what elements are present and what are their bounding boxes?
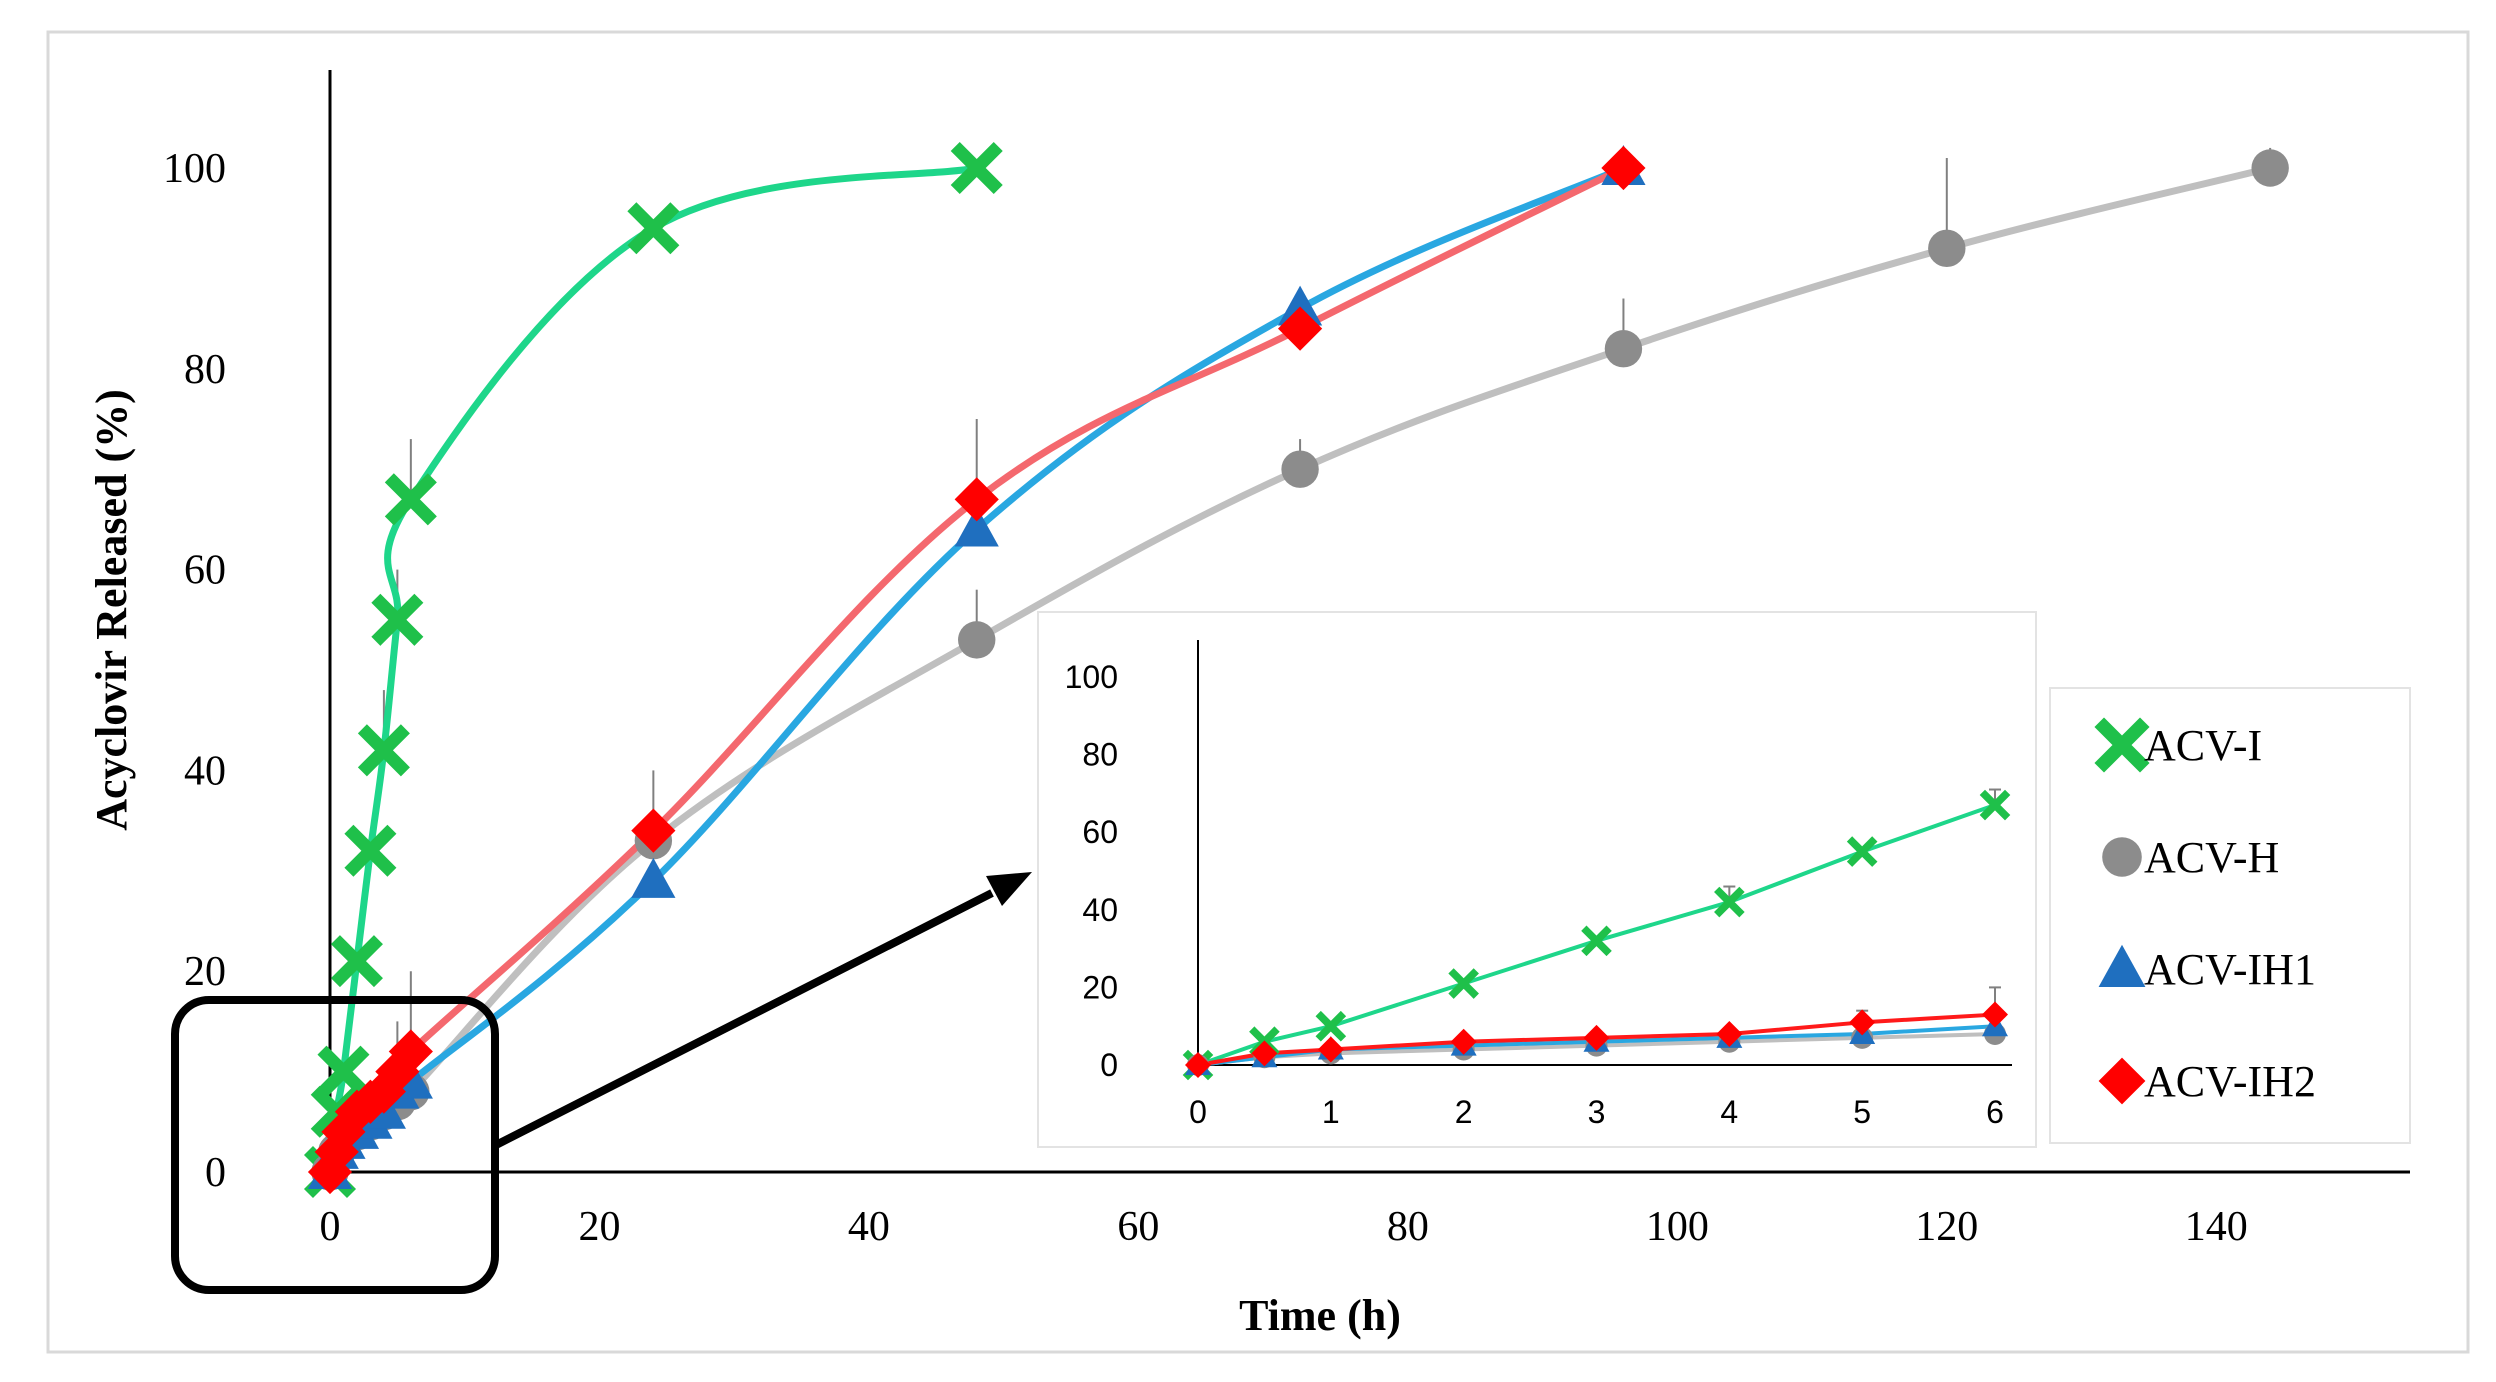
- acv-h-point: [1281, 450, 1319, 488]
- acv-i-point: [357, 724, 410, 777]
- acv-ih2-point: [1583, 1024, 1610, 1051]
- legend-marker-acv-ih1: [2098, 944, 2146, 987]
- acv-i-line: [1197, 803, 1996, 1067]
- acv-ih2-point: [1716, 1020, 1743, 1047]
- legend: ACV-I ACV-H ACV-IH1 ACV-IH2: [2049, 687, 2411, 1144]
- main-x-tick-label: 80: [1387, 1204, 1429, 1250]
- main-y-tick-label: 60: [184, 548, 226, 594]
- legend-label-acv-i: ACV-I: [2144, 721, 2262, 770]
- inset-x-tick-label: 6: [1986, 1094, 2004, 1130]
- acv-ih2-point: [631, 808, 676, 853]
- acv-ih2-point: [1185, 1052, 1211, 1078]
- inset-x-tick-label: 1: [1322, 1094, 1340, 1130]
- inset-series-markers: [1182, 789, 2011, 1081]
- acv-i-point: [950, 141, 1003, 195]
- inset-x-tick-label: 0: [1189, 1094, 1207, 1130]
- main-x-tick-label: 60: [1117, 1204, 1159, 1250]
- zoom-arrow: [494, 872, 1032, 1149]
- inset-y-tick-label: 80: [1082, 737, 1118, 773]
- acv-ih2-point: [334, 1089, 380, 1134]
- main-series-markers: [303, 141, 2289, 1199]
- inset-x-tick-label: 3: [1588, 1094, 1606, 1130]
- acv-ih1-point: [631, 857, 676, 898]
- acv-ih2-point: [1277, 306, 1323, 351]
- x-tick-labels: 0 20 40 60 80 100 120 140: [320, 1204, 2248, 1250]
- acv-i-point: [317, 1045, 370, 1098]
- zoom-highlight-box: [171, 996, 499, 1294]
- acv-ih2-point: [1982, 1001, 2008, 1028]
- inset-y-tick-label: 0: [1100, 1047, 1118, 1083]
- inset-x-tick-labels: 0 1 2 3 4 5 6: [1189, 1094, 2004, 1130]
- inset-x-tick-label: 4: [1720, 1094, 1738, 1130]
- inset-y-tick-label: 100: [1065, 659, 1118, 695]
- inset-x-tick-label: 5: [1853, 1094, 1871, 1130]
- acv-ih2-point: [1849, 1009, 1876, 1036]
- main-y-tick-label: 80: [184, 347, 226, 393]
- acv-ih2-point: [954, 477, 999, 522]
- acv-ih2-point: [361, 1069, 406, 1114]
- legend-label-acv-ih1: ACV-IH1: [2144, 945, 2316, 994]
- acv-i-point: [627, 202, 680, 255]
- main-y-tick-label: 20: [184, 949, 226, 995]
- acv-i-point: [1714, 886, 1745, 918]
- acv-h-point: [1604, 330, 1643, 368]
- acv-i-point: [371, 593, 424, 646]
- main-axes: [310, 70, 2410, 1174]
- acv-i-point: [330, 935, 383, 988]
- legend-marker-acv-ih2: [2098, 1057, 2146, 1105]
- main-y-tick-label: 0: [205, 1150, 226, 1196]
- inset-y-tick-label: 40: [1082, 892, 1118, 928]
- main-x-tick-label: 0: [320, 1204, 341, 1250]
- acv-ih2-point: [1251, 1040, 1278, 1067]
- main-y-tick-label: 100: [163, 146, 226, 192]
- inset-chart: 0 1 2 3 4 5 6 0 20 40 60 80 100: [1037, 611, 2037, 1148]
- acv-i-point: [384, 473, 437, 526]
- inset-x-tick-label: 2: [1455, 1094, 1473, 1130]
- acv-i-point: [1846, 836, 1878, 867]
- legend-marker-acv-i: [2094, 717, 2150, 773]
- acv-h-point: [1928, 229, 1966, 268]
- x-axis-title: Time (h): [1239, 1291, 1401, 1340]
- acv-ih1-point: [1277, 285, 1323, 326]
- acv-i-point: [1315, 1010, 1347, 1042]
- acv-ih2-point: [1317, 1036, 1344, 1063]
- acv-ih2-point: [314, 1129, 359, 1175]
- main-y-tick-label: 40: [184, 748, 226, 794]
- acv-ih1-point: [954, 506, 999, 547]
- legend-marker-acv-h: [2102, 837, 2142, 877]
- legend-label-acv-h: ACV-H: [2144, 833, 2279, 882]
- main-x-tick-label: 120: [1915, 1204, 1978, 1250]
- acv-ih2-point: [1601, 145, 1646, 191]
- y-axis-title: Acyclovir Released (%): [87, 389, 136, 831]
- acv-ih2-point: [388, 1029, 433, 1074]
- acv-ih2-point: [348, 1079, 393, 1124]
- main-x-tick-label: 100: [1646, 1204, 1709, 1250]
- inset-y-tick-label: 60: [1082, 814, 1118, 850]
- acv-ih2-point: [307, 1149, 353, 1195]
- acv-i-point: [344, 824, 397, 877]
- inset-y-tick-label: 20: [1082, 969, 1118, 1005]
- inset-y-tick-labels: 0 20 40 60 80 100: [1065, 659, 1118, 1083]
- legend-label-acv-ih2: ACV-IH2: [2144, 1057, 2316, 1106]
- main-x-tick-label: 40: [848, 1204, 890, 1250]
- acv-h-point: [2251, 149, 2289, 187]
- acv-h-point: [958, 621, 996, 659]
- main-x-tick-label: 20: [578, 1204, 620, 1250]
- acv-i-point: [1448, 968, 1479, 999]
- acv-i-point: [1979, 789, 2011, 821]
- acv-i-point: [1581, 925, 1612, 957]
- acv-ih2-point: [1450, 1028, 1477, 1055]
- main-x-tick-label: 140: [2185, 1204, 2248, 1250]
- y-tick-labels: 0 20 40 60 80 100: [163, 146, 226, 1196]
